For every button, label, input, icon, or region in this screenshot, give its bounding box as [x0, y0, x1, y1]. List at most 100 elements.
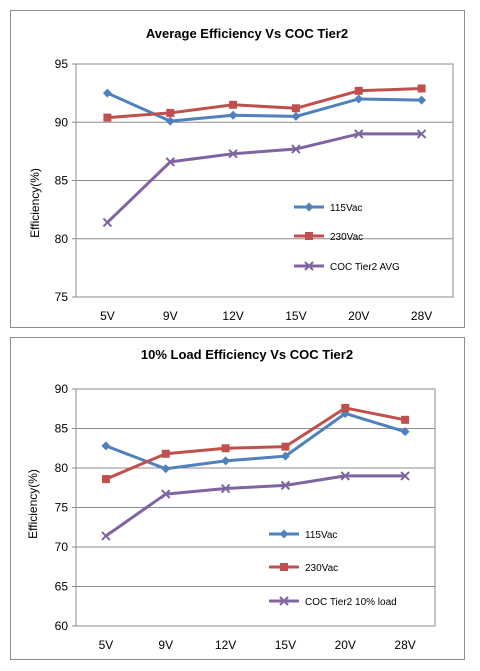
legend-marker	[279, 596, 289, 606]
marker-stroke	[220, 483, 231, 494]
y-tick-label: 70	[55, 540, 69, 554]
data-point	[400, 471, 410, 481]
series-line	[105, 406, 406, 481]
x-tick-label: 28V	[411, 309, 432, 323]
data-point	[229, 100, 238, 109]
legend-marker	[304, 202, 314, 212]
data-point	[341, 403, 350, 412]
data-point	[165, 157, 175, 167]
data-point	[161, 489, 171, 499]
data-point	[291, 111, 301, 121]
marker-stroke	[161, 489, 171, 499]
marker-stroke	[280, 480, 291, 491]
y-tick-label: 75	[55, 501, 69, 515]
chart-title: 10% Load Efficiency Vs COC Tier2	[141, 347, 353, 362]
data-point	[102, 88, 112, 98]
legend-label: COC Tier2 AVG	[330, 262, 400, 273]
y-tick-label: 75	[55, 290, 69, 304]
marker-stroke	[354, 129, 364, 139]
marker-stroke	[416, 129, 427, 139]
marker-stroke	[304, 261, 314, 271]
x-tick-label: 12V	[222, 309, 243, 323]
marker-stroke	[400, 471, 410, 481]
y-tick-label: 95	[55, 57, 69, 71]
legend-label: COC Tier2 10% load	[305, 597, 397, 608]
data-point	[220, 483, 231, 494]
data-point	[221, 444, 230, 453]
data-point	[354, 86, 363, 95]
data-point	[103, 113, 112, 122]
legend-label: 230Vac	[305, 563, 338, 574]
marker-stroke	[279, 596, 289, 606]
load-efficiency-chart: 10% Load Efficiency Vs COC Tier2 Efficie…	[26, 347, 436, 652]
average-efficiency-chart-panel: Average Efficiency Vs COC Tier2 Efficien…	[10, 10, 465, 328]
data-point	[354, 94, 364, 104]
y-tick-label: 65	[55, 580, 69, 594]
data-point	[101, 475, 110, 484]
marker-stroke	[102, 217, 113, 228]
legend-marker	[305, 232, 313, 240]
y-axis-title: Efficiency(%)	[28, 168, 42, 238]
legend-label: 115Vac	[305, 530, 337, 541]
data-point	[228, 110, 238, 120]
data-point	[417, 95, 427, 105]
y-tick-label: 60	[55, 619, 69, 633]
data-point	[354, 129, 364, 139]
x-tick-label: 20V	[335, 638, 356, 652]
x-tick-label: 12V	[215, 638, 236, 652]
x-tick-label: 9V	[163, 309, 178, 323]
data-point	[401, 415, 410, 424]
marker-stroke	[291, 144, 301, 154]
legend-marker	[280, 563, 288, 571]
chart-title: Average Efficiency Vs COC Tier2	[146, 26, 348, 41]
marker-stroke	[228, 148, 238, 159]
marker-stroke	[101, 531, 111, 541]
x-tick-label: 20V	[348, 309, 369, 323]
average-efficiency-chart: Average Efficiency Vs COC Tier2 Efficien…	[28, 26, 454, 323]
data-point	[416, 129, 427, 139]
x-tick-label: 9V	[158, 638, 173, 652]
data-point	[280, 480, 291, 491]
legend-marker	[304, 261, 314, 271]
data-point	[340, 408, 350, 418]
y-tick-label: 85	[55, 422, 69, 436]
data-point	[228, 148, 238, 159]
x-tick-label: 15V	[275, 638, 296, 652]
legend-marker	[279, 529, 289, 539]
load-efficiency-chart-panel: 10% Load Efficiency Vs COC Tier2 Efficie…	[10, 337, 465, 660]
data-point	[417, 84, 426, 93]
y-tick-label: 80	[55, 232, 69, 246]
data-point	[101, 441, 111, 451]
data-point	[102, 217, 113, 228]
series-line	[105, 411, 406, 471]
data-point	[161, 449, 170, 458]
data-point	[161, 464, 171, 474]
legend-label: 230Vac	[330, 232, 363, 243]
data-point	[165, 116, 175, 126]
y-axis-title: Efficiency(%)	[26, 469, 40, 539]
series-line	[106, 132, 422, 224]
y-tick-label: 90	[55, 382, 69, 396]
series-line	[105, 474, 406, 538]
data-point	[281, 442, 290, 451]
x-tick-label: 28V	[394, 638, 415, 652]
marker-stroke	[165, 157, 175, 167]
data-point	[400, 427, 410, 437]
marker-stroke	[340, 471, 350, 481]
x-tick-label: 5V	[99, 638, 114, 652]
legend-label: 115Vac	[330, 203, 362, 214]
data-point	[101, 531, 111, 541]
data-point	[291, 144, 301, 154]
series-line	[107, 86, 422, 120]
y-tick-label: 90	[55, 115, 69, 129]
y-tick-label: 80	[55, 461, 69, 475]
y-tick-label: 85	[55, 174, 69, 188]
x-tick-label: 5V	[100, 309, 115, 323]
x-tick-label: 15V	[285, 309, 306, 323]
data-point	[221, 456, 231, 466]
data-point	[291, 104, 300, 113]
series-line	[106, 91, 422, 123]
data-point	[340, 471, 350, 481]
data-point	[280, 451, 290, 461]
data-point	[166, 108, 175, 117]
